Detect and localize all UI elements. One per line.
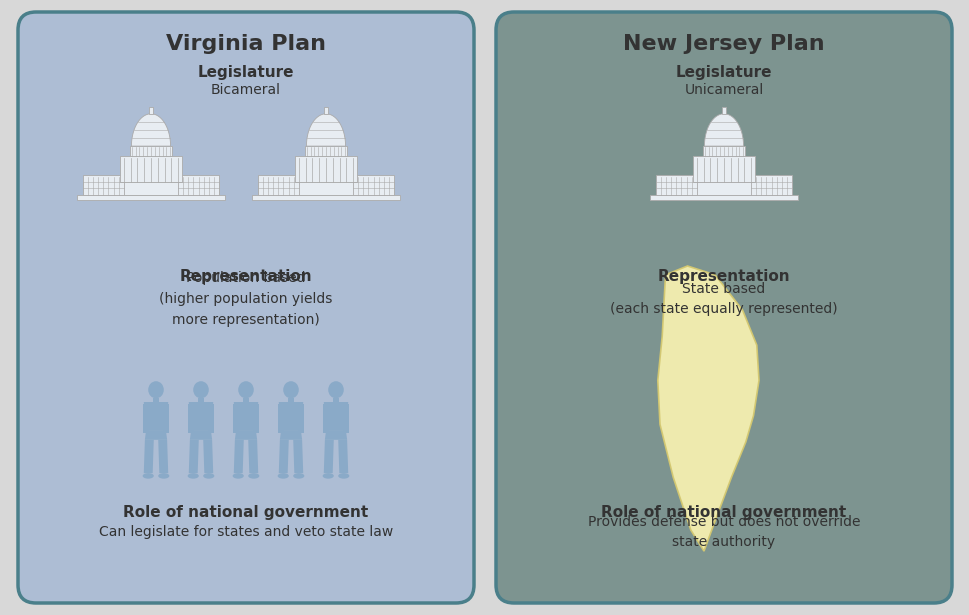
FancyBboxPatch shape [18, 12, 474, 603]
Polygon shape [297, 404, 304, 433]
Ellipse shape [203, 473, 214, 478]
FancyBboxPatch shape [288, 397, 294, 402]
Text: Virginia Plan: Virginia Plan [166, 34, 326, 54]
Text: Role of national government: Role of national government [601, 504, 846, 520]
FancyBboxPatch shape [333, 397, 338, 402]
Polygon shape [143, 402, 168, 431]
Text: Representation: Representation [179, 269, 312, 285]
Polygon shape [158, 440, 168, 473]
Polygon shape [234, 402, 258, 431]
Ellipse shape [328, 381, 343, 399]
Polygon shape [163, 404, 170, 433]
Text: Legislature: Legislature [675, 65, 771, 79]
FancyBboxPatch shape [252, 196, 399, 200]
FancyBboxPatch shape [324, 107, 328, 114]
Polygon shape [338, 440, 348, 473]
FancyBboxPatch shape [130, 146, 172, 156]
Polygon shape [325, 431, 347, 440]
Polygon shape [324, 440, 333, 473]
Polygon shape [703, 114, 743, 146]
Polygon shape [293, 440, 303, 473]
Text: Can legislate for states and veto state law: Can legislate for states and veto state … [99, 525, 392, 539]
Ellipse shape [338, 473, 349, 478]
FancyBboxPatch shape [495, 12, 951, 603]
Polygon shape [234, 440, 243, 473]
FancyBboxPatch shape [750, 175, 791, 196]
Polygon shape [342, 404, 349, 433]
Polygon shape [278, 402, 303, 431]
FancyBboxPatch shape [149, 107, 152, 114]
Ellipse shape [233, 473, 243, 478]
Ellipse shape [187, 473, 199, 478]
Polygon shape [187, 404, 194, 433]
FancyBboxPatch shape [296, 156, 357, 182]
Ellipse shape [248, 473, 259, 478]
Text: State based
(each state equally represented): State based (each state equally represen… [610, 282, 837, 316]
Ellipse shape [283, 381, 298, 399]
FancyBboxPatch shape [702, 146, 744, 156]
Polygon shape [189, 402, 213, 431]
FancyBboxPatch shape [693, 156, 754, 182]
Polygon shape [277, 404, 284, 433]
FancyBboxPatch shape [304, 146, 347, 156]
FancyBboxPatch shape [243, 397, 248, 402]
Text: Legislature: Legislature [198, 65, 294, 79]
FancyBboxPatch shape [77, 196, 225, 200]
Ellipse shape [158, 473, 170, 478]
Polygon shape [278, 440, 289, 473]
Polygon shape [142, 404, 149, 433]
Text: Unicameral: Unicameral [684, 83, 763, 97]
Text: Population based
(higher population yields
more representation): Population based (higher population yiel… [159, 271, 332, 327]
Ellipse shape [323, 473, 333, 478]
Polygon shape [324, 402, 348, 431]
Polygon shape [190, 431, 212, 440]
Polygon shape [144, 431, 167, 440]
Polygon shape [657, 266, 758, 551]
Text: Role of national government: Role of national government [123, 504, 368, 520]
FancyBboxPatch shape [120, 156, 181, 182]
Text: Provides defense but does not override
state authority: Provides defense but does not override s… [587, 515, 860, 549]
Ellipse shape [293, 473, 304, 478]
Polygon shape [203, 440, 213, 473]
Polygon shape [233, 404, 239, 433]
Polygon shape [234, 431, 257, 440]
FancyBboxPatch shape [83, 182, 219, 196]
FancyBboxPatch shape [649, 196, 797, 200]
Polygon shape [280, 431, 301, 440]
Polygon shape [207, 404, 214, 433]
Text: Representation: Representation [657, 269, 790, 285]
FancyBboxPatch shape [722, 107, 725, 114]
FancyBboxPatch shape [655, 175, 696, 196]
Ellipse shape [142, 473, 154, 478]
FancyBboxPatch shape [198, 397, 203, 402]
FancyBboxPatch shape [353, 175, 393, 196]
Polygon shape [252, 404, 259, 433]
Polygon shape [189, 440, 199, 473]
FancyBboxPatch shape [153, 397, 159, 402]
Ellipse shape [193, 381, 208, 399]
FancyBboxPatch shape [258, 175, 298, 196]
Ellipse shape [277, 473, 289, 478]
Ellipse shape [238, 381, 254, 399]
Text: New Jersey Plan: New Jersey Plan [622, 34, 824, 54]
Ellipse shape [148, 381, 164, 399]
Polygon shape [143, 440, 154, 473]
Polygon shape [306, 114, 345, 146]
Polygon shape [132, 114, 171, 146]
FancyBboxPatch shape [258, 182, 393, 196]
FancyBboxPatch shape [655, 182, 791, 196]
Polygon shape [323, 404, 329, 433]
Text: Bicameral: Bicameral [211, 83, 281, 97]
Polygon shape [248, 440, 258, 473]
FancyBboxPatch shape [178, 175, 219, 196]
FancyBboxPatch shape [83, 175, 124, 196]
